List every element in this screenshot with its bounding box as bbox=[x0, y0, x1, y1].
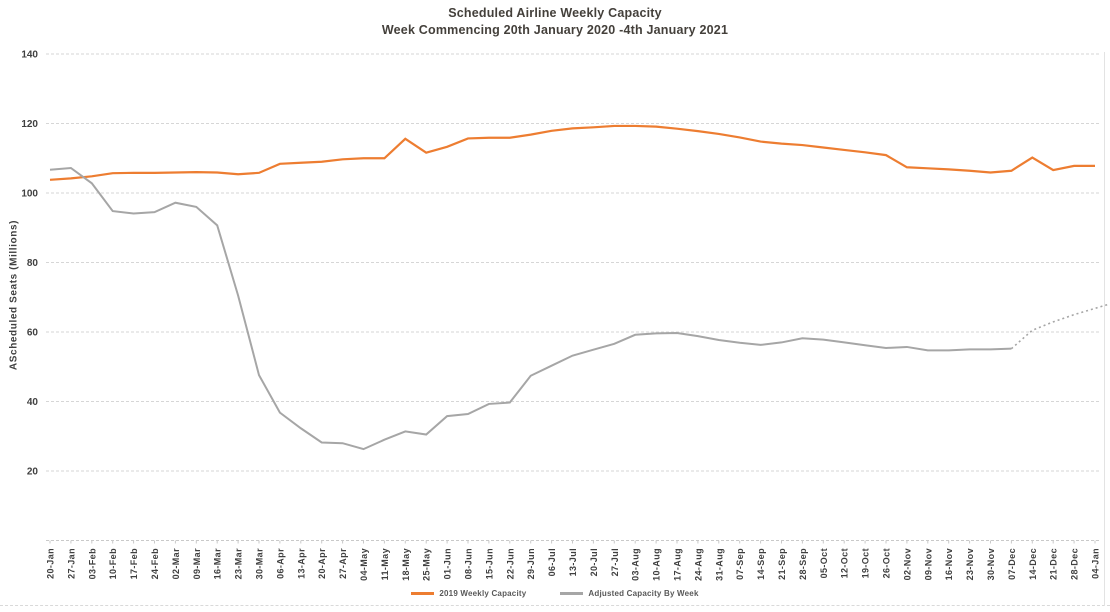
svg-text:23-Nov: 23-Nov bbox=[965, 548, 975, 580]
svg-text:02-Mar: 02-Mar bbox=[171, 548, 181, 580]
svg-text:14-Sep: 14-Sep bbox=[756, 548, 766, 580]
gridlines bbox=[46, 53, 1100, 472]
svg-text:80: 80 bbox=[27, 258, 39, 269]
svg-text:23-Mar: 23-Mar bbox=[234, 548, 244, 580]
svg-text:20-Apr: 20-Apr bbox=[317, 548, 327, 579]
svg-text:31-Aug: 31-Aug bbox=[714, 548, 724, 581]
legend-label-adjusted: Adjusted Capacity By Week bbox=[588, 589, 699, 598]
svg-text:18-May: 18-May bbox=[401, 548, 411, 581]
svg-text:60: 60 bbox=[27, 328, 39, 339]
svg-text:17-Aug: 17-Aug bbox=[673, 548, 683, 581]
svg-text:120: 120 bbox=[21, 119, 38, 130]
svg-text:09-Nov: 09-Nov bbox=[923, 548, 933, 580]
svg-text:21-Dec: 21-Dec bbox=[1049, 548, 1059, 580]
svg-text:17-Feb: 17-Feb bbox=[129, 548, 139, 580]
x-axis-tick-labels: 20-Jan 27-Jan 03-Feb 10-Feb 17-Feb 24-Feb 02-M… bbox=[46, 548, 1101, 581]
svg-text:27-Apr: 27-Apr bbox=[338, 548, 348, 579]
svg-text:24-Aug: 24-Aug bbox=[693, 548, 703, 581]
svg-text:26-Oct: 26-Oct bbox=[882, 548, 892, 578]
svg-text:06-Apr: 06-Apr bbox=[275, 548, 285, 579]
svg-text:07-Sep: 07-Sep bbox=[735, 548, 745, 580]
chart-title: Scheduled Airline Weekly Capacity bbox=[448, 6, 662, 20]
svg-text:20-Jul: 20-Jul bbox=[589, 548, 599, 576]
svg-text:20: 20 bbox=[27, 467, 39, 478]
svg-text:05-Oct: 05-Oct bbox=[819, 548, 829, 578]
svg-text:21-Sep: 21-Sep bbox=[777, 548, 787, 580]
svg-text:29-Jun: 29-Jun bbox=[526, 548, 536, 579]
svg-text:28-Sep: 28-Sep bbox=[798, 548, 808, 580]
svg-text:140: 140 bbox=[21, 50, 38, 61]
svg-text:100: 100 bbox=[21, 189, 38, 200]
svg-text:30-Nov: 30-Nov bbox=[986, 548, 996, 580]
gray-line-swatch-icon bbox=[560, 592, 584, 595]
svg-text:04-Jan: 04-Jan bbox=[1091, 548, 1101, 579]
orange-line-swatch-icon bbox=[411, 592, 435, 595]
x-axis bbox=[46, 540, 1100, 544]
svg-text:12-Oct: 12-Oct bbox=[840, 548, 850, 578]
chart-frame-bottom-border bbox=[0, 605, 1110, 606]
svg-text:02-Nov: 02-Nov bbox=[902, 548, 912, 580]
svg-text:28-Dec: 28-Dec bbox=[1070, 548, 1080, 580]
svg-text:27-Jul: 27-Jul bbox=[610, 548, 620, 576]
svg-text:19-Oct: 19-Oct bbox=[861, 548, 871, 578]
svg-text:24-Feb: 24-Feb bbox=[150, 548, 160, 580]
svg-text:01-Jun: 01-Jun bbox=[443, 548, 453, 579]
svg-text:03-Feb: 03-Feb bbox=[87, 548, 97, 580]
svg-text:13-Apr: 13-Apr bbox=[296, 548, 306, 579]
y-axis-tick-labels: 20 40 60 80 100 120 140 bbox=[21, 50, 38, 478]
legend-item-adjusted-capacity: Adjusted Capacity By Week bbox=[560, 589, 698, 598]
svg-text:16-Mar: 16-Mar bbox=[213, 548, 223, 580]
series-line-adjusted-capacity bbox=[49, 166, 1109, 451]
svg-text:08-Jun: 08-Jun bbox=[464, 548, 474, 579]
svg-text:10-Aug: 10-Aug bbox=[652, 548, 662, 581]
svg-text:14-Dec: 14-Dec bbox=[1028, 548, 1038, 580]
svg-text:16-Nov: 16-Nov bbox=[944, 548, 954, 580]
svg-text:22-Jun: 22-Jun bbox=[505, 548, 515, 579]
svg-text:09-Mar: 09-Mar bbox=[192, 548, 202, 580]
svg-text:03-Aug: 03-Aug bbox=[631, 548, 641, 581]
svg-text:25-May: 25-May bbox=[422, 548, 432, 581]
legend-item-2019-weekly-capacity: 2019 Weekly Capacity bbox=[411, 589, 526, 598]
svg-text:06-Jul: 06-Jul bbox=[547, 548, 557, 576]
chart-legend: 2019 Weekly Capacity Adjusted Capacity B… bbox=[0, 589, 1110, 598]
svg-text:27-Jan: 27-Jan bbox=[66, 548, 76, 579]
svg-text:13-Jul: 13-Jul bbox=[568, 548, 578, 576]
series-line-2019-weekly-capacity bbox=[49, 124, 1095, 181]
chart-frame-right-border bbox=[1104, 52, 1105, 606]
svg-text:10-Feb: 10-Feb bbox=[108, 548, 118, 580]
chart-subtitle: Week Commencing 20th January 2020 -4th J… bbox=[381, 23, 729, 37]
svg-text:40: 40 bbox=[27, 397, 39, 408]
svg-text:07-Dec: 07-Dec bbox=[1007, 548, 1017, 580]
legend-label-2019: 2019 Weekly Capacity bbox=[439, 589, 527, 598]
svg-text:20-Jan: 20-Jan bbox=[46, 548, 56, 579]
svg-text:11-May: 11-May bbox=[380, 548, 390, 580]
svg-text:15-Jun: 15-Jun bbox=[484, 548, 494, 579]
svg-text:04-May: 04-May bbox=[359, 548, 369, 581]
svg-text:30-Mar: 30-Mar bbox=[255, 548, 265, 580]
